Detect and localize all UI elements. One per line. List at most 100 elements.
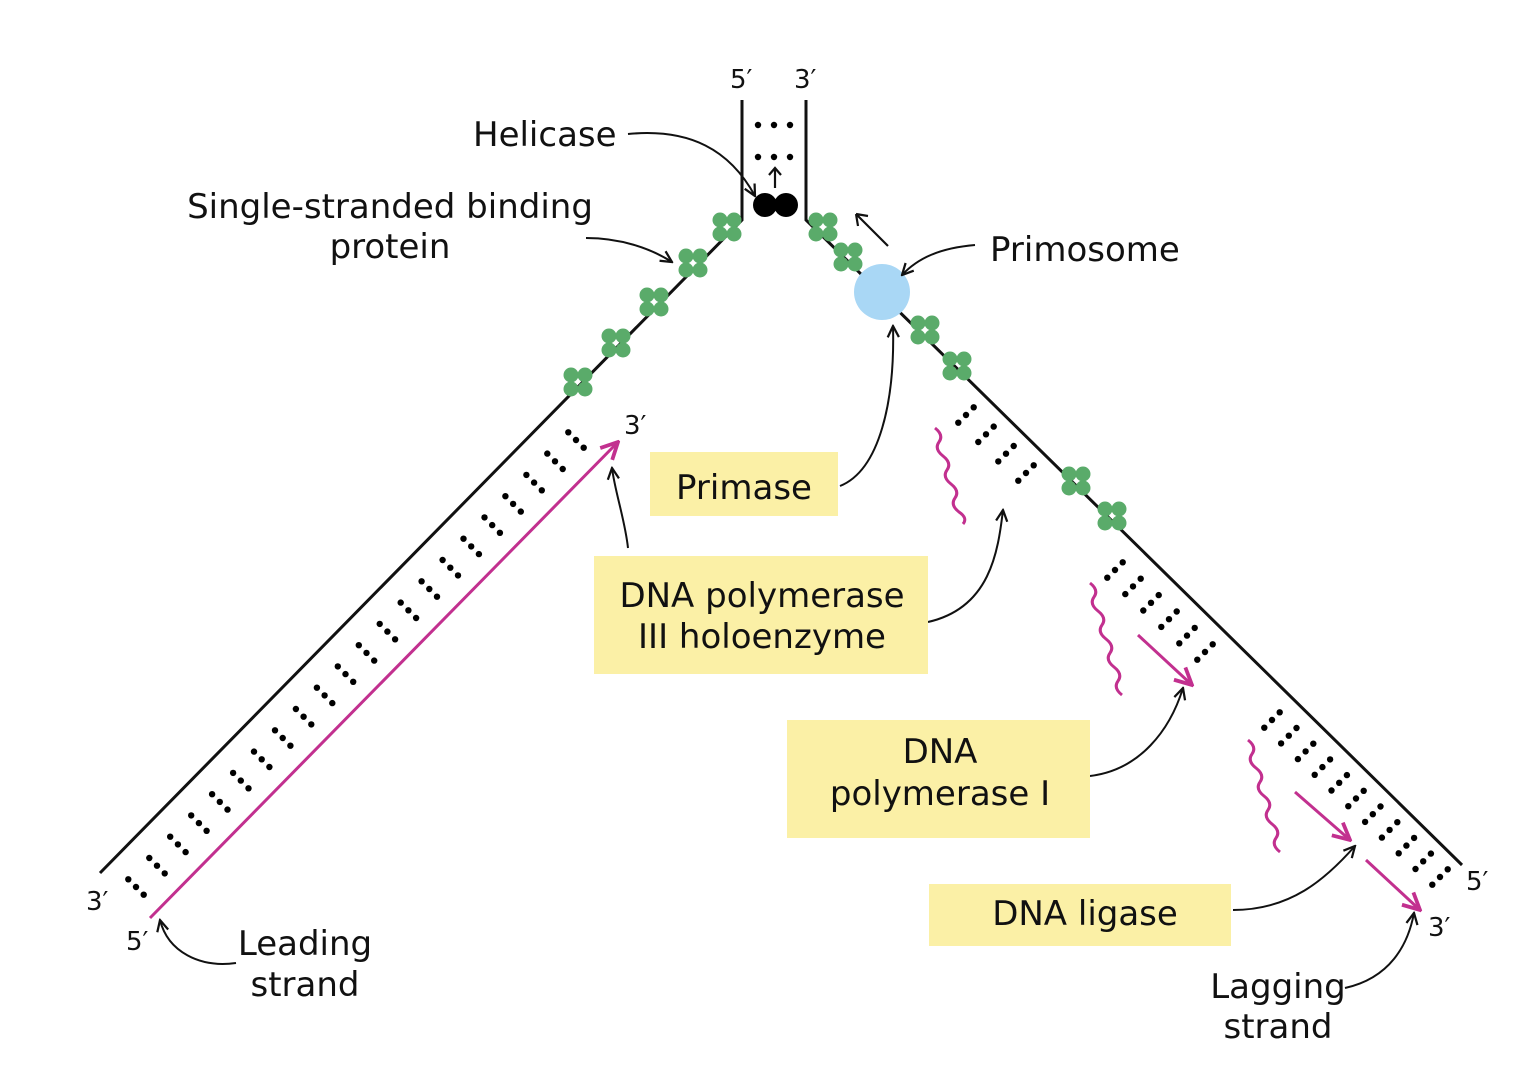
pol3-pointer-right: [927, 510, 1003, 623]
ssb-protein: [942, 351, 958, 367]
base-pair-dot: [237, 777, 244, 784]
ssb-protein: [615, 342, 631, 358]
base-pair-dot: [1310, 740, 1317, 747]
base-pair-dot: [1277, 740, 1285, 747]
base-pair-dot: [517, 508, 524, 515]
base-pair-dot: [1158, 623, 1165, 631]
base-pair-dot: [1015, 477, 1022, 484]
primer-rna-1: [934, 426, 967, 525]
labels: Helicase Single-stranded binding protein…: [187, 115, 1346, 1047]
base-pair-dot: [1311, 771, 1318, 778]
ssb-protein: [910, 315, 926, 331]
base-pair-dot: [538, 487, 545, 494]
ssb-protein: [924, 329, 940, 345]
base-pair-dot: [447, 564, 454, 571]
ssb-protein: [822, 226, 838, 242]
ligase-pointer: [1232, 846, 1355, 911]
pol1-box: [787, 720, 1090, 838]
ssb-protein: [563, 381, 579, 397]
base-pair-dot: [1140, 607, 1147, 614]
base-pair-dot: [224, 806, 231, 813]
ssb-protein: [1061, 466, 1077, 482]
base-pair-dot: [279, 734, 286, 742]
base-pair-dot: [1294, 755, 1302, 763]
ssb-label-line1: Single-stranded binding: [187, 187, 593, 227]
base-pair-dot: [481, 514, 488, 521]
base-pair-dot: [1010, 442, 1017, 450]
pol1-label-line1: DNA: [903, 732, 978, 772]
base-pair-dot: [770, 121, 778, 129]
base-pair-dot: [559, 465, 566, 473]
okazaki-fragment-4: [1364, 858, 1420, 910]
base-pair-dot: [1030, 462, 1037, 469]
bottom-right-5prime: 5′: [1466, 867, 1489, 897]
base-pair-dot: [770, 153, 778, 161]
base-pair-dot: [371, 657, 378, 664]
base-pair-dot: [1394, 819, 1401, 826]
primosome-blob: [854, 264, 910, 320]
base-pair-dot: [350, 678, 357, 685]
base-pair-dot: [182, 848, 189, 856]
base-pair-dot: [405, 607, 412, 614]
base-pair-dot: [1137, 575, 1144, 582]
base-pair-dot: [1293, 724, 1300, 732]
base-pair-dot: [391, 636, 399, 643]
base-pair-dot: [439, 556, 446, 564]
ssb-protein: [1097, 515, 1113, 531]
top-right-end: 3′: [794, 65, 817, 95]
base-pair-dots: [125, 121, 1451, 898]
base-pair-dot: [982, 431, 990, 438]
base-pair-dot: [1412, 865, 1419, 873]
ssb-protein: [1097, 501, 1113, 517]
base-pair-dot: [1378, 834, 1386, 841]
base-pair-dot: [530, 479, 538, 486]
base-pair-dot: [990, 423, 997, 430]
helicase-label: Helicase: [473, 115, 617, 155]
base-pair-dot: [1403, 842, 1410, 849]
base-pair-dot: [754, 121, 762, 129]
ssb-protein: [577, 381, 593, 397]
base-pair-dot: [572, 436, 580, 444]
base-pair-dot: [195, 819, 203, 827]
base-pair-dot: [334, 663, 341, 670]
ssb-protein: [847, 256, 863, 272]
helicase-pointer: [627, 132, 755, 196]
ssb-protein: [601, 342, 617, 358]
ssb-protein: [1111, 515, 1127, 531]
base-pair-dot: [1147, 599, 1155, 606]
base-pair-dot: [1201, 648, 1209, 656]
ssb-protein: [678, 262, 694, 278]
base-pair-dot: [1386, 826, 1393, 834]
ssb-protein: [615, 328, 631, 344]
base-pair-dot: [188, 812, 195, 819]
lagging-fragments: [934, 426, 1420, 910]
pol3-pointer-left: [612, 468, 629, 549]
primosome-pointer: [902, 244, 976, 275]
bottom-right-3prime: 3′: [1428, 913, 1451, 943]
base-pair-dot: [551, 458, 559, 465]
base-pair-dot: [203, 827, 210, 834]
ssb-pointer: [585, 237, 672, 262]
base-pair-dot: [454, 572, 462, 579]
ssb-protein: [1111, 501, 1127, 517]
primer-rna-2: [1089, 581, 1123, 697]
base-pair-dot: [955, 419, 962, 426]
base-pair-dot: [1377, 803, 1384, 810]
base-pair-dot: [1129, 583, 1137, 590]
base-pair-dot: [208, 791, 216, 798]
ssb-protein: [639, 287, 655, 303]
ssb-protein: [678, 248, 694, 264]
base-pair-dot: [376, 620, 383, 628]
base-pair-dot: [1002, 450, 1010, 457]
base-pair-dot: [544, 450, 551, 457]
ssb-protein: [692, 262, 708, 278]
base-pair-dot: [468, 543, 475, 550]
base-pair-dot: [146, 854, 153, 862]
base-pair-dot: [412, 614, 420, 622]
ssb-label-line2: protein: [330, 227, 451, 267]
label-boxes: [594, 452, 1231, 946]
base-pair-dot: [292, 705, 300, 713]
base-pair-dot: [1302, 748, 1309, 755]
base-pair-dot: [1328, 787, 1335, 794]
base-pair-dot: [174, 841, 182, 848]
